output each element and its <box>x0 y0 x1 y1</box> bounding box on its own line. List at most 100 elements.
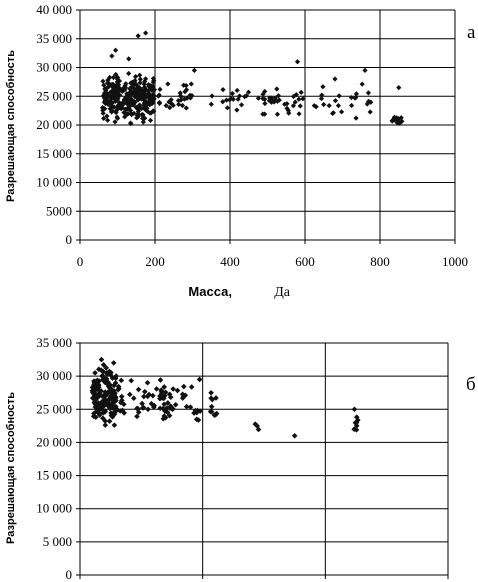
scatter-point <box>332 98 339 104</box>
scatter-point <box>112 380 119 386</box>
scatter-point <box>362 67 368 73</box>
scatter-point <box>296 96 302 102</box>
scatter-point <box>267 95 273 101</box>
scatter-point <box>124 98 130 104</box>
scatter-point <box>150 75 157 82</box>
scatter-point <box>396 85 402 91</box>
scatter-point <box>131 82 137 88</box>
scatter-point <box>148 100 154 107</box>
scatter-point <box>122 114 128 120</box>
scatter-point <box>122 109 128 116</box>
scatter-point <box>293 91 299 98</box>
scatter-point <box>145 82 152 88</box>
scatter-point <box>180 393 187 400</box>
scatter-point <box>128 377 135 384</box>
scatter-point <box>132 91 139 97</box>
scatter-point <box>166 412 173 419</box>
scatter-point <box>91 378 97 384</box>
scatter-point <box>166 391 173 398</box>
scatter-point <box>107 405 113 412</box>
scatter-point <box>220 99 226 105</box>
scatter-point <box>223 97 230 103</box>
scatter-point <box>134 413 140 420</box>
scatter-point <box>109 375 116 382</box>
scatter-point <box>245 89 252 95</box>
scatter-point <box>336 93 342 99</box>
scatter-point <box>105 403 112 409</box>
scatter-point <box>111 104 117 110</box>
scatter-point <box>157 405 163 412</box>
x-tick-label: 1000 <box>442 254 468 269</box>
scatter-point <box>121 410 127 416</box>
scatter-point <box>114 76 121 82</box>
y-tick-label: 20 000 <box>36 117 72 132</box>
y-tick-label: 10 000 <box>36 175 72 190</box>
scatter-point <box>208 389 214 396</box>
scatter-point <box>274 111 281 117</box>
scatter-point <box>179 102 186 109</box>
scatter-point <box>112 375 119 382</box>
scatter-point <box>178 97 184 103</box>
scatter-point <box>123 94 129 100</box>
scatter-point <box>109 109 115 115</box>
scatter-point <box>111 382 117 389</box>
tick-labels-b: 0 5 000 10 000 15 000 20 000 25 000 30 000 35 0… <box>36 335 72 582</box>
scatter-point <box>100 78 106 84</box>
scatter-point <box>160 405 166 412</box>
scatter-point <box>109 53 115 59</box>
scatter-point <box>262 100 268 107</box>
scatter-point <box>108 410 114 416</box>
scatter-point <box>188 384 195 390</box>
scatter-point <box>135 108 141 115</box>
scatter-point <box>102 396 108 403</box>
scatter-point <box>170 102 176 108</box>
scatter-point <box>148 96 154 102</box>
scatter-point <box>188 81 194 87</box>
scatter-points-b <box>89 356 361 439</box>
scatter-point <box>193 416 200 423</box>
scatter-point <box>123 81 129 87</box>
scatter-point <box>95 393 102 399</box>
scatter-point <box>143 107 149 113</box>
scatter-point <box>353 91 359 97</box>
scatter-point <box>127 92 134 98</box>
scatter-point <box>146 391 152 398</box>
scatter-point <box>353 422 360 429</box>
scatter-point <box>132 74 139 80</box>
scatter-point <box>398 115 404 121</box>
tick-labels-a: 0 5000 10 000 15 000 20 000 25 000 30 000 35 00… <box>36 2 468 269</box>
scatter-point <box>187 404 194 410</box>
scatter-point <box>114 79 120 85</box>
scatter-point <box>213 395 219 401</box>
scatter-point <box>103 365 109 371</box>
scatter-point <box>139 400 145 407</box>
scatter-point <box>144 393 151 400</box>
scatter-point <box>135 97 141 103</box>
scatter-point <box>294 59 301 65</box>
scatter-point <box>191 410 197 416</box>
scatter-point <box>209 93 215 99</box>
scatter-point <box>109 95 115 101</box>
scatter-point <box>290 103 296 109</box>
scatter-point <box>106 418 113 425</box>
scatter-point <box>104 117 111 123</box>
scatter-point <box>135 386 142 393</box>
scatter-point <box>118 399 124 406</box>
y-tick-label: 25 000 <box>36 401 72 416</box>
scatter-point <box>111 422 118 428</box>
scatter-point <box>112 395 119 401</box>
scatter-point <box>95 400 102 406</box>
scatter-point <box>254 423 261 429</box>
y-axis-label-a: Разрешающая способность <box>5 50 17 202</box>
y-tick-label: 5 000 <box>43 534 72 549</box>
scatter-point <box>91 410 97 417</box>
scatter-point <box>161 384 168 390</box>
scatter-point <box>332 76 338 82</box>
scatter-point <box>116 78 123 84</box>
scatter-point <box>187 95 194 101</box>
scatter-point <box>157 393 163 399</box>
scatter-point <box>109 100 115 106</box>
x-axis-label-a: Масса, <box>188 284 232 299</box>
scatter-point <box>141 84 148 90</box>
scatter-point <box>128 95 134 101</box>
